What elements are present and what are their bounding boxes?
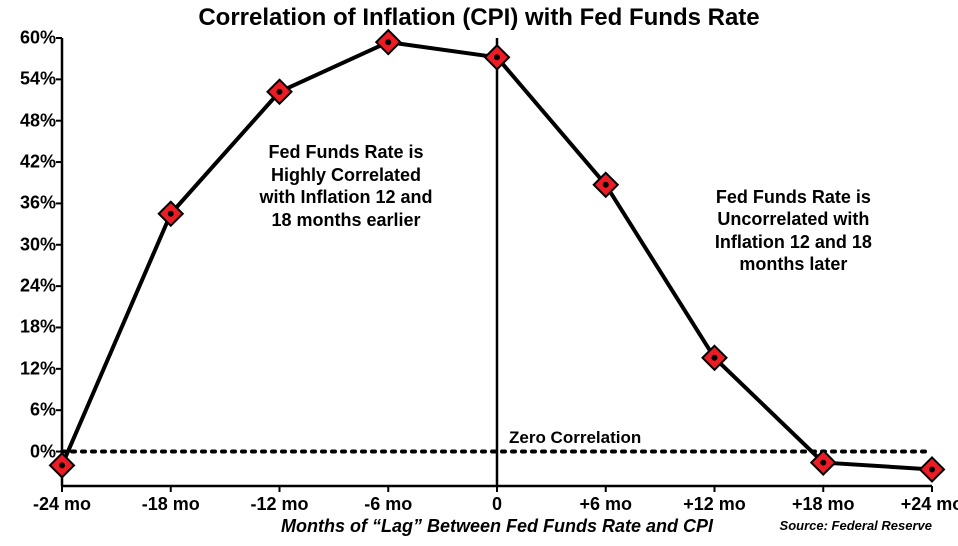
annotation: Fed Funds Rate isUncorrelated withInflat…	[688, 186, 898, 276]
y-tick-label: 0%	[30, 441, 62, 462]
y-tick-label: 36%	[20, 193, 62, 214]
y-tick-label: 42%	[20, 152, 62, 173]
source-label: Source: Federal Reserve	[780, 486, 932, 533]
y-tick-label: 60%	[20, 28, 62, 49]
annotation: Fed Funds Rate isHighly Correlatedwith I…	[236, 141, 456, 231]
chart-title: Correlation of Inflation (CPI) with Fed …	[0, 4, 958, 32]
plot-area: 0%6%12%18%24%30%36%42%48%54%60%-24 mo-18…	[62, 38, 932, 486]
y-tick-label: 48%	[20, 110, 62, 131]
y-tick-label: 6%	[30, 400, 62, 421]
chart-container: Correlation of Inflation (CPI) with Fed …	[0, 0, 958, 546]
y-tick-label: 18%	[20, 317, 62, 338]
y-tick-label: 12%	[20, 358, 62, 379]
y-tick-label: 24%	[20, 276, 62, 297]
y-tick-label: 30%	[20, 234, 62, 255]
zero-correlation-label: Zero Correlation	[509, 428, 641, 448]
y-tick-label: 54%	[20, 69, 62, 90]
